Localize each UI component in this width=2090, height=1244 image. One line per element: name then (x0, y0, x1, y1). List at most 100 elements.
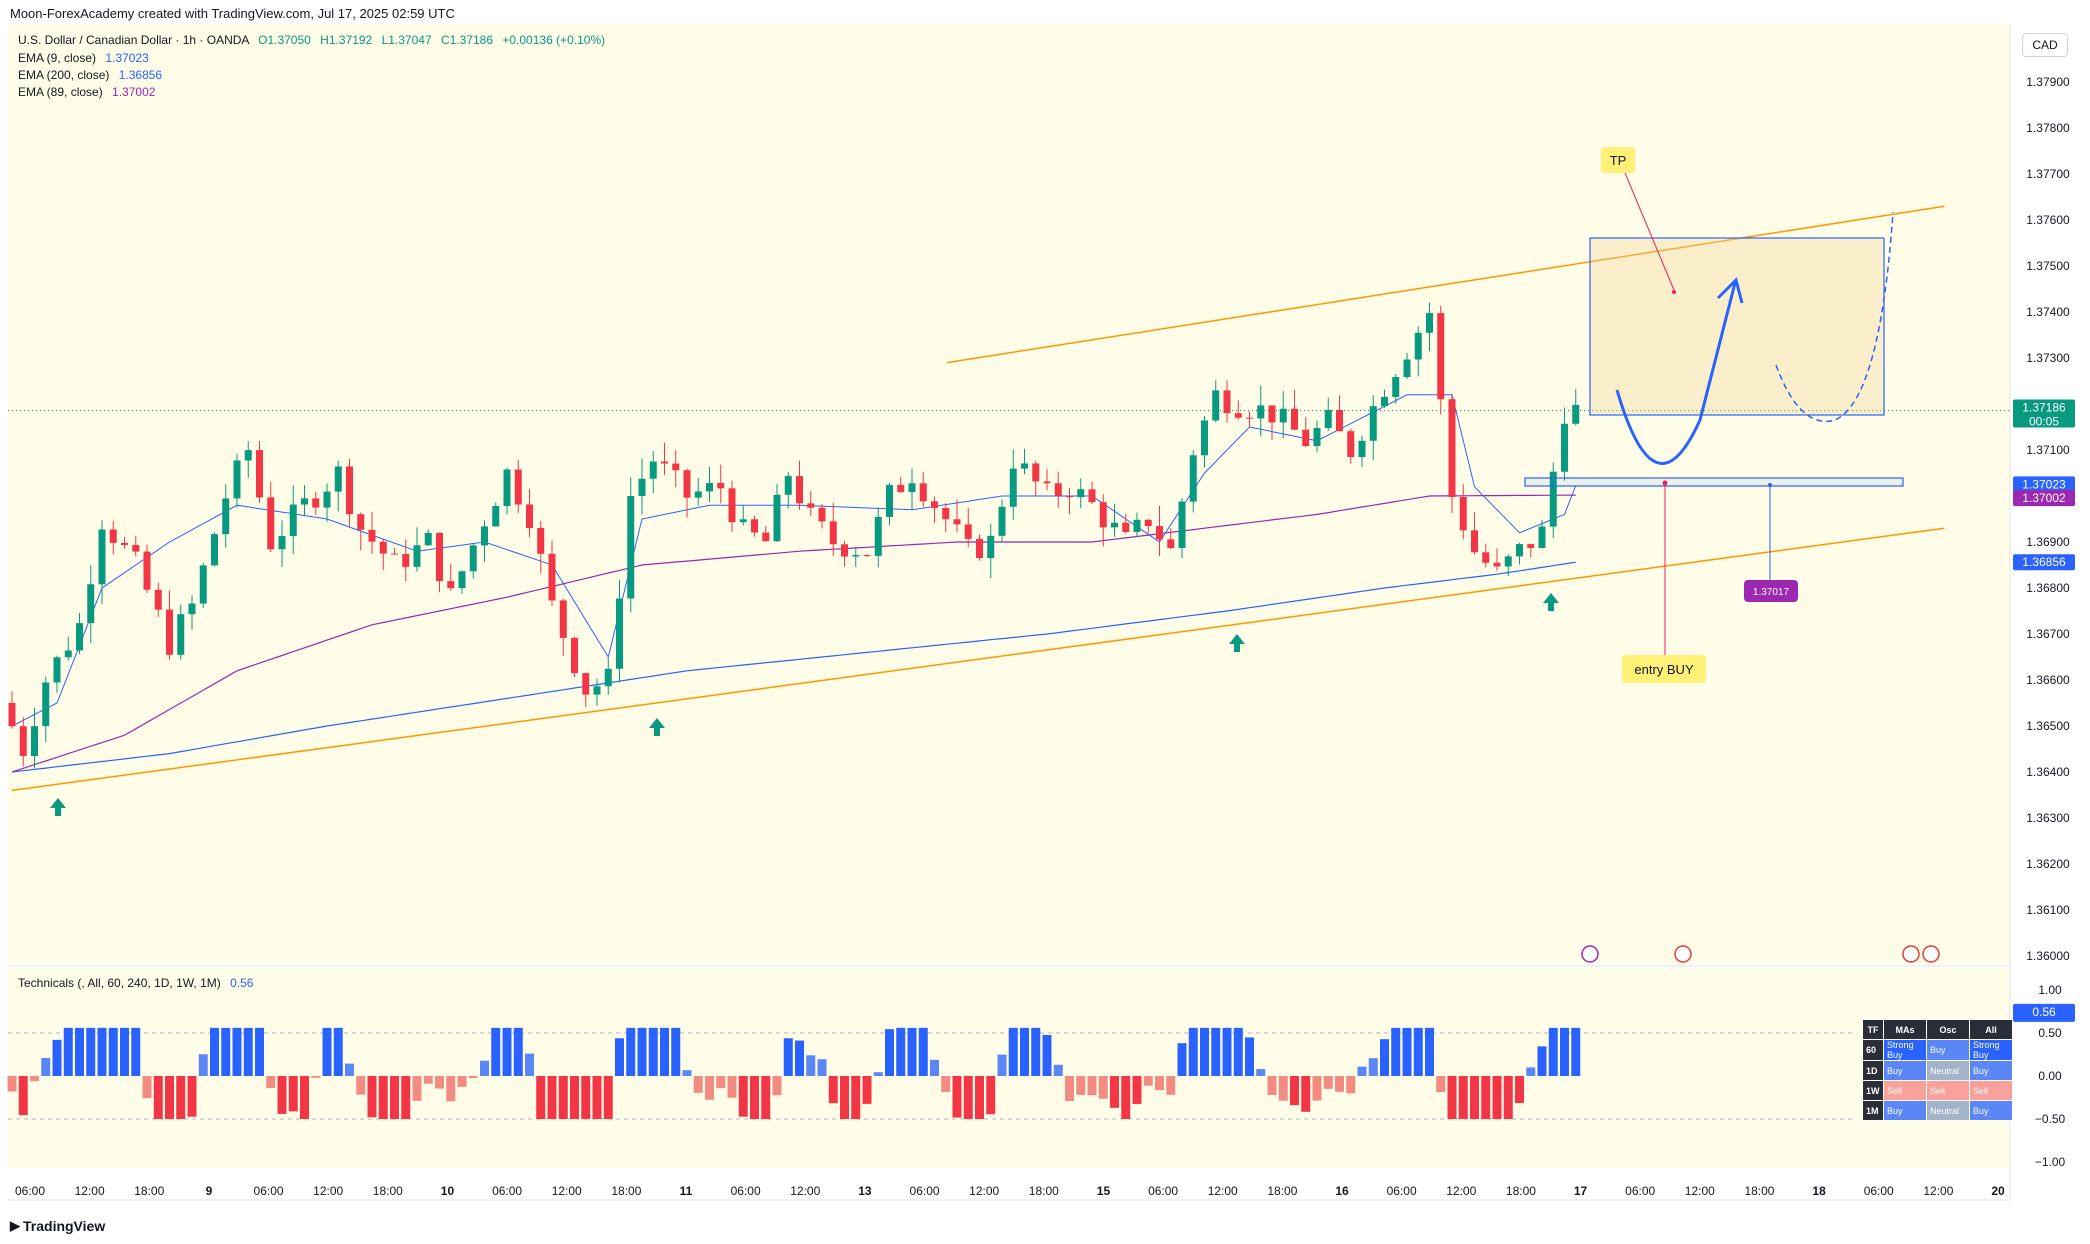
ema89-price-badge-text: 1.37002 (2022, 491, 2066, 505)
candle-body (1088, 489, 1096, 503)
osc-bar (63, 1027, 73, 1076)
candle-body (976, 538, 983, 559)
candle-body (593, 686, 601, 695)
event-flag-icon (1581, 945, 1599, 963)
candle-body (98, 529, 106, 585)
table-row-1d-mas: Buy (1883, 1060, 1927, 1081)
ema9-legend[interactable]: EMA (9, close) 1.37023 (18, 51, 149, 65)
osc-bar (828, 1076, 838, 1104)
osc-tick-label: 1.00 (2038, 983, 2062, 997)
candle-body (1201, 420, 1208, 456)
candle-body (751, 519, 758, 533)
time-tick-label: 12:00 (1685, 1184, 1715, 1198)
ema89-legend[interactable]: EMA (89, close) 1.37002 (18, 85, 155, 99)
time-tick-label: 15 (1097, 1184, 1111, 1198)
osc-bar (862, 1076, 872, 1104)
osc-bar (457, 1076, 467, 1087)
ema200-legend[interactable]: EMA (200, close) 1.36856 (18, 68, 162, 82)
osc-bar (1087, 1076, 1097, 1096)
osc-bar (412, 1076, 422, 1101)
ema89-label: EMA (89, close) (18, 85, 103, 99)
candle-body (42, 682, 50, 727)
osc-bar (7, 1076, 17, 1092)
candle-body (908, 483, 916, 493)
event-flag-icon (1674, 945, 1692, 963)
osc-bar (277, 1076, 287, 1114)
osc-bar (851, 1076, 861, 1119)
entry-pointer-dot (1662, 480, 1668, 486)
osc-bar (806, 1055, 816, 1076)
osc-bar (97, 1027, 107, 1076)
osc-bar (840, 1076, 849, 1119)
osc-bar (896, 1027, 906, 1076)
candle-body (334, 466, 342, 492)
time-axis[interactable]: 06:00 12:00 18:00 9 06:00 12:00 18:00 10 06:00 12… (15, 1184, 2005, 1198)
candle-body (649, 461, 657, 479)
candle-body (267, 497, 275, 550)
time-tick-label: 12:00 (1208, 1184, 1238, 1198)
table-row-1m-osc: Neutral (1926, 1100, 1970, 1121)
osc-bar (637, 1027, 647, 1076)
candle-body (1144, 519, 1152, 527)
osc-bar (1143, 1076, 1153, 1086)
table-row-1w-mas: Sell (1883, 1080, 1927, 1101)
osc-bar (1200, 1027, 1209, 1076)
time-tick-label: 12:00 (313, 1184, 343, 1198)
event-flag-icon (1922, 945, 1940, 963)
candle-body (458, 571, 466, 589)
osc-bar (142, 1076, 152, 1099)
symbol-legend[interactable]: U.S. Dollar / Canadian Dollar · 1h · OAN… (18, 33, 605, 47)
level-pointer-dot (1768, 483, 1772, 487)
currency-button[interactable]: CAD (2022, 33, 2068, 57)
price-tick-label: 1.37500 (2026, 259, 2070, 273)
event-flag-icon (1902, 945, 1920, 963)
tradingview-logo[interactable]: ▶ TradingView (10, 1218, 105, 1234)
candle-body (762, 532, 770, 542)
table-header-tf: TF (1862, 1019, 1884, 1040)
upper-trendline (946, 205, 1945, 364)
osc-bar (468, 1076, 478, 1079)
osc-bar (1188, 1027, 1198, 1076)
osc-bar (1503, 1076, 1513, 1119)
price-tick-label: 1.36900 (2026, 535, 2070, 549)
time-tick-label: 06:00 (1864, 1184, 1894, 1198)
ema89-value: 1.37002 (112, 85, 156, 99)
candle-body (368, 529, 376, 542)
time-tick-label: 10 (441, 1184, 455, 1198)
candle-body (492, 506, 500, 527)
candle-body (19, 726, 27, 757)
time-tick-label: 18:00 (134, 1184, 164, 1198)
candle-body (998, 506, 1006, 536)
last-price-badge-box (2013, 399, 2075, 428)
osc-bar (1031, 1027, 1041, 1076)
annotations[interactable]: TP entry BUY 1.37017 (8, 147, 2010, 963)
table-row-1w-all: Sell (1969, 1080, 2013, 1101)
osc-bar (1312, 1076, 1322, 1101)
candle-body (604, 668, 612, 687)
osc-bar (1413, 1027, 1423, 1076)
price-axis[interactable]: 1.37900 1.37800 1.37700 1.37600 1.37500 1.374… (2026, 75, 2070, 963)
osc-bar (232, 1027, 242, 1076)
osc-bar (975, 1076, 984, 1119)
time-tick-label: 06:00 (910, 1184, 940, 1198)
candle-body (402, 554, 410, 567)
candle-body (1358, 440, 1366, 458)
candle-body (469, 545, 477, 572)
osc-bar (558, 1076, 568, 1119)
candle-body (391, 553, 398, 555)
technicals-legend[interactable]: Technicals (, All, 60, 240, 1D, 1W, 1M) … (18, 976, 253, 990)
price-tick-label: 1.37800 (2026, 121, 2070, 135)
price-tick-label: 1.36400 (2026, 765, 2070, 779)
time-tick-label: 06:00 (492, 1184, 522, 1198)
time-tick-label: 18:00 (1744, 1184, 1774, 1198)
projected-arrowhead (1716, 277, 1744, 304)
candle-body (1212, 390, 1220, 421)
candle-body (503, 469, 511, 507)
candle-body (244, 450, 252, 461)
table-row-1d-tf: 1D (1862, 1060, 1884, 1081)
time-tick-label: 06:00 (1625, 1184, 1655, 1198)
osc-bar (1425, 1027, 1434, 1076)
osc-bar (1267, 1076, 1277, 1096)
trend-channel[interactable] (11, 205, 1945, 792)
